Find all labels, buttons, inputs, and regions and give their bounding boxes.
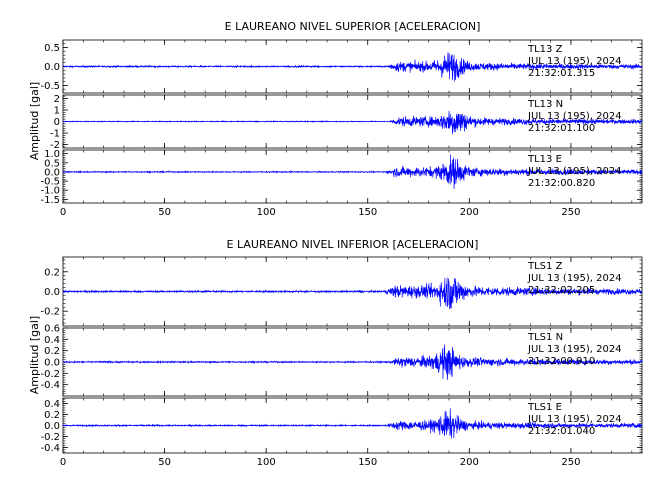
record-time: 21:32:01.040 bbox=[528, 426, 595, 437]
y-tick-label: 0.2 bbox=[44, 267, 60, 278]
station-label: TLS1 N bbox=[527, 332, 563, 343]
record-date: JUL 13 (195), 2024 bbox=[527, 166, 622, 177]
y-tick-label: 0.5 bbox=[44, 43, 60, 54]
waveform-trace bbox=[62, 52, 643, 82]
y-tick-label: -0.4 bbox=[40, 443, 60, 454]
x-tick-label: 250 bbox=[561, 457, 580, 468]
y-axis-label: Amplitud [gal] bbox=[28, 316, 41, 394]
x-tick-label: 50 bbox=[158, 457, 171, 468]
record-date: JUL 13 (195), 2024 bbox=[527, 56, 622, 67]
y-tick-label: -0.4 bbox=[40, 380, 60, 391]
y-tick-label: -2 bbox=[50, 140, 60, 151]
y-tick-label: 0.2 bbox=[44, 346, 60, 357]
record-date: JUL 13 (195), 2024 bbox=[527, 273, 622, 284]
station-label: TL13 Z bbox=[527, 44, 563, 55]
record-time: 21:32:00.820 bbox=[528, 178, 595, 189]
waveform-trace bbox=[62, 344, 643, 380]
y-tick-label: 0.5 bbox=[44, 158, 60, 169]
y-tick-label: 0.6 bbox=[44, 324, 60, 335]
record-date: JUL 13 (195), 2024 bbox=[527, 111, 622, 122]
x-tick-label: 0 bbox=[60, 207, 66, 218]
station-label: TLS1 E bbox=[527, 402, 562, 413]
x-tick-label: 250 bbox=[561, 207, 580, 218]
y-tick-label: 0.0 bbox=[44, 62, 60, 73]
x-tick-label: 100 bbox=[257, 207, 276, 218]
y-tick-label: -0.5 bbox=[40, 177, 60, 188]
y-tick-label: -0.2 bbox=[40, 432, 60, 443]
waveform-trace bbox=[62, 277, 643, 310]
waveform-trace bbox=[62, 154, 643, 190]
y-tick-label: 1.0 bbox=[44, 149, 60, 160]
y-tick-label: 0.0 bbox=[44, 358, 60, 369]
y-tick-label: 0 bbox=[54, 117, 60, 128]
x-tick-label: 100 bbox=[257, 457, 276, 468]
x-tick-label: 150 bbox=[358, 457, 377, 468]
y-tick-label: -0.5 bbox=[40, 81, 60, 92]
record-time: 21:32:01.315 bbox=[528, 68, 595, 79]
y-tick-label: 1 bbox=[54, 105, 60, 116]
station-label: TL13 E bbox=[527, 154, 562, 165]
record-time: 21:32:01.100 bbox=[528, 123, 595, 134]
waveform-trace bbox=[63, 110, 643, 135]
panel-frame bbox=[62, 149, 643, 204]
record-time: 21:32:02.205 bbox=[528, 285, 595, 296]
x-tick-label: 50 bbox=[158, 207, 171, 218]
record-date: JUL 13 (195), 2024 bbox=[527, 414, 622, 425]
y-tick-label: -1.0 bbox=[40, 186, 60, 197]
chart-title: E LAUREANO NIVEL INFERIOR [ACELERACION] bbox=[227, 238, 479, 251]
y-tick-label: 2 bbox=[54, 94, 60, 105]
y-axis-label: Amplitud [gal] bbox=[28, 82, 41, 160]
x-tick-label: 0 bbox=[60, 457, 66, 468]
y-tick-label: -1 bbox=[50, 129, 60, 140]
y-tick-label: 0.0 bbox=[44, 167, 60, 178]
station-label: TL13 N bbox=[527, 99, 563, 110]
y-tick-label: 0.4 bbox=[44, 335, 60, 346]
record-time: 21:32:00.910 bbox=[528, 356, 595, 367]
x-tick-label: 200 bbox=[460, 457, 479, 468]
y-tick-label: 0.4 bbox=[44, 399, 60, 410]
y-tick-label: 0.2 bbox=[44, 410, 60, 421]
y-tick-label: 0.0 bbox=[44, 421, 60, 432]
waveform-trace bbox=[62, 408, 643, 439]
y-tick-label: 0.0 bbox=[44, 287, 60, 298]
record-date: JUL 13 (195), 2024 bbox=[527, 344, 622, 355]
y-tick-label: -0.2 bbox=[40, 307, 60, 318]
x-tick-label: 200 bbox=[460, 207, 479, 218]
y-tick-label: -1.5 bbox=[40, 195, 60, 206]
station-label: TLS1 Z bbox=[527, 261, 563, 272]
y-tick-label: -0.2 bbox=[40, 369, 60, 380]
x-tick-label: 150 bbox=[358, 207, 377, 218]
chart-title: E LAUREANO NIVEL SUPERIOR [ACELERACION] bbox=[225, 20, 481, 33]
